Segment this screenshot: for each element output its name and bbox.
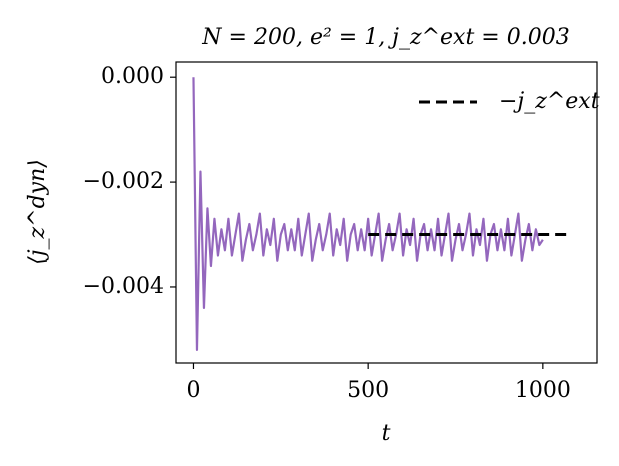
x-tick-label: 1000 — [515, 378, 571, 403]
chart-title: N = 200, e² = 1, j_z^ext = 0.003 — [201, 25, 569, 50]
x-tick-label: 0 — [186, 378, 200, 403]
x-tick-label: 500 — [347, 378, 389, 403]
line-series — [192, 77, 544, 351]
y-axis-label: ⟨j_z^dyn⟩ — [25, 159, 50, 265]
y-tick-label: −0.002 — [83, 169, 164, 194]
y-tick-label: −0.004 — [83, 274, 164, 299]
y-tick-label: 0.000 — [101, 64, 164, 89]
x-axis-label: t — [382, 421, 391, 446]
plot-frame — [175, 61, 598, 364]
legend-label: −j_z^ext — [499, 89, 600, 114]
